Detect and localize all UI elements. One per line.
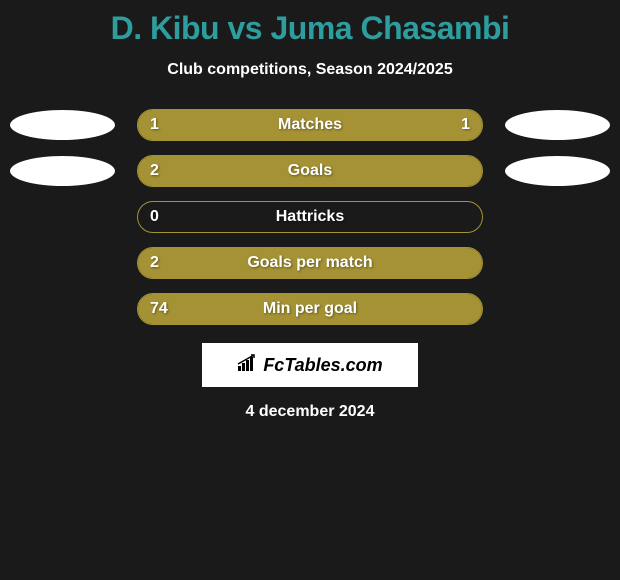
logo-box: FcTables.com <box>202 343 418 387</box>
stat-label: Min per goal <box>138 294 482 324</box>
date-label: 4 december 2024 <box>0 403 620 421</box>
stats-area: 1Matches1 2Goals 0Hattricks 2Goals per matc… <box>0 109 620 325</box>
stat-value-right: 1 <box>461 110 470 140</box>
stat-bar: 2Goals <box>137 155 483 187</box>
player-right-ellipse <box>505 110 610 140</box>
stat-label: Goals per match <box>138 248 482 278</box>
stat-label: Goals <box>138 156 482 186</box>
stat-row: 1Matches1 <box>0 109 620 141</box>
stat-bar: 74Min per goal <box>137 293 483 325</box>
player-right-ellipse <box>505 156 610 186</box>
logo-inner: FcTables.com <box>237 354 382 377</box>
stat-bar: 1Matches1 <box>137 109 483 141</box>
stat-row: 74Min per goal <box>0 293 620 325</box>
player-left-ellipse <box>10 110 115 140</box>
stat-bar: 2Goals per match <box>137 247 483 279</box>
logo-text: FcTables.com <box>263 355 382 376</box>
page-title: D. Kibu vs Juma Chasambi <box>0 0 620 47</box>
stat-row: 2Goals per match <box>0 247 620 279</box>
stat-label: Hattricks <box>138 202 482 232</box>
comparison-infographic: D. Kibu vs Juma Chasambi Club competitio… <box>0 0 620 580</box>
stat-label: Matches <box>138 110 482 140</box>
stat-bar: 0Hattricks <box>137 201 483 233</box>
player-left-ellipse <box>10 156 115 186</box>
stat-row: 2Goals <box>0 155 620 187</box>
stat-row: 0Hattricks <box>0 201 620 233</box>
subtitle: Club competitions, Season 2024/2025 <box>0 61 620 79</box>
bar-chart-icon <box>237 354 259 377</box>
